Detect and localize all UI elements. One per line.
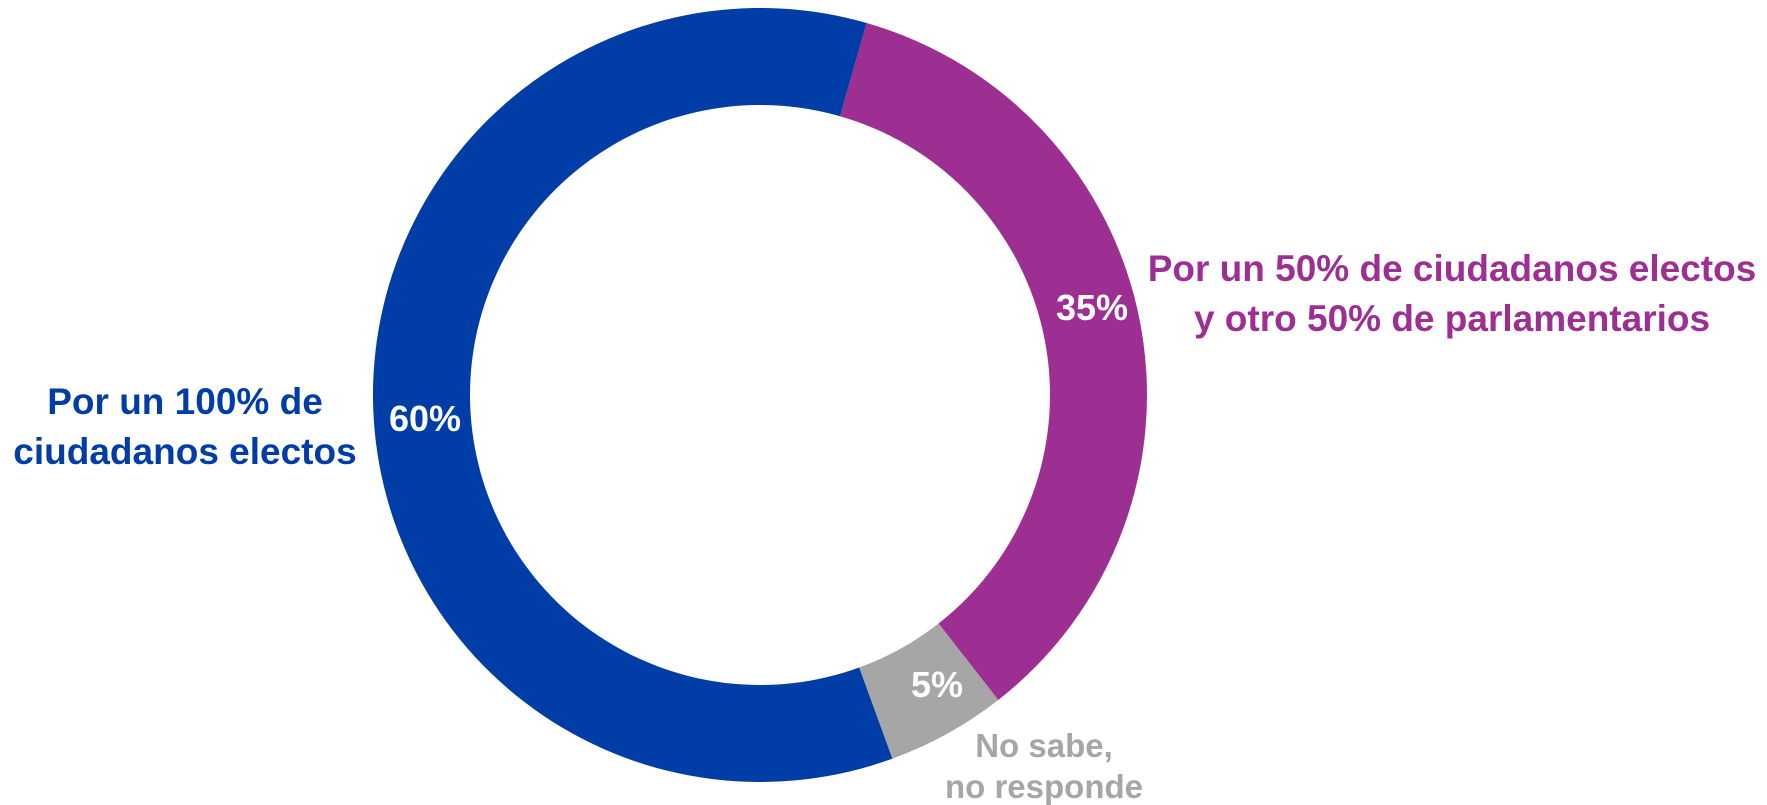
category-label-no-sabe-line2: no responde [945, 768, 1143, 805]
value-label-100: 60% [389, 398, 461, 439]
category-label-no-sabe: No sabe, no responde [945, 727, 1143, 805]
value-label-50-50: 35% [1056, 287, 1128, 328]
category-label-100-line2: ciudadanos electos [13, 431, 356, 472]
slices-group [372, 7, 1148, 782]
category-label-50-50: Por un 50% de ciudadanos electos y otro … [1148, 248, 1757, 339]
category-label-100-line1: Por un 100% de [47, 381, 323, 422]
category-label-no-sabe-line1: No sabe, [975, 727, 1113, 764]
category-label-100: Por un 100% de ciudadanos electos [13, 381, 356, 472]
slice-50-50 [839, 22, 1148, 700]
category-label-50-50-line2: y otro 50% de parlamentarios [1194, 298, 1710, 339]
slice-100 [372, 7, 893, 782]
slice-no-sabe [859, 623, 999, 759]
category-label-50-50-line1: Por un 50% de ciudadanos electos [1148, 248, 1757, 289]
value-label-no-sabe: 5% [911, 664, 963, 705]
